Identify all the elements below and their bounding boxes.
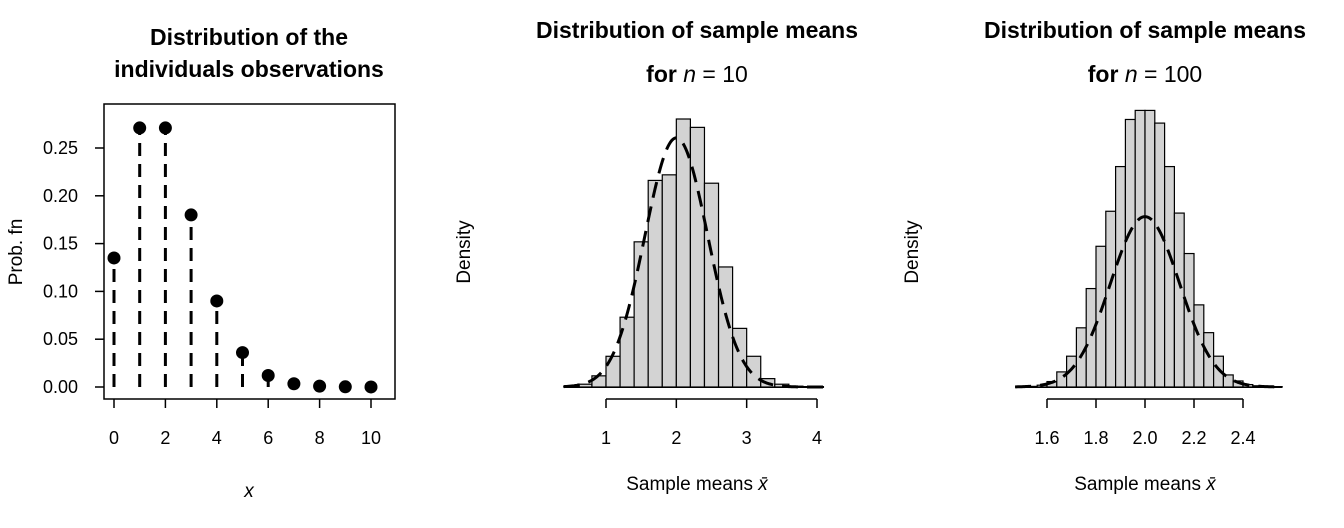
panel1-point-0	[107, 251, 121, 265]
panel1-point-9	[338, 380, 352, 394]
panel3-bar-14	[1154, 122, 1166, 388]
panel3-subtitle-for: for	[1088, 61, 1119, 87]
panel3-x-tick-label-1: 1.8	[1083, 428, 1108, 448]
panel3-x-tick-label-2: 2.0	[1132, 428, 1157, 448]
panel3-bar-11	[1124, 118, 1136, 388]
panel2-x-tick-label-3: 4	[812, 428, 822, 448]
panel1-y-tick-label-3: 0.15	[43, 234, 78, 254]
panel1-x-axis: 0 2 4 6 8 10	[109, 399, 381, 448]
panel3-bar-10	[1114, 165, 1126, 388]
panel1-point-5	[236, 346, 249, 360]
panel1-x-tick-label-1: 2	[160, 428, 170, 448]
panel1-x-tick-label-3: 6	[263, 428, 273, 448]
panel-sample-means-n100: Distribution of sample means for n = 100…	[902, 17, 1306, 495]
panel1-y-axis: 0.00 0.05 0.10 0.15 0.20 0.25	[43, 138, 104, 397]
panel3-normal-curve	[1015, 215, 1283, 389]
panel2-xlabel-text: Sample means	[626, 474, 758, 495]
panel3-subtitle: for n = 100	[1088, 61, 1202, 87]
panel2-normal-curve	[563, 136, 825, 389]
panel2-bar-10	[703, 182, 720, 388]
panel2-bar-12	[731, 327, 748, 388]
panel3-bar-12	[1134, 109, 1146, 388]
panel3-x-axis-label: Sample means x̄	[1074, 474, 1217, 495]
panel-individual-distribution: Distribution of the individuals observat…	[6, 24, 396, 502]
panel1-x-tick-label-2: 4	[212, 428, 222, 448]
panel3-x-axis: 1.6 1.8 2.0 2.2 2.4	[1034, 398, 1256, 448]
panel3-y-axis-label: Density	[902, 220, 923, 284]
panel2-subtitle: for n = 10	[646, 61, 748, 87]
panel2-xlabel-symbol: x̄	[757, 474, 769, 495]
panel2-bar-5	[633, 241, 649, 388]
panel1-title-line1: Distribution of the	[150, 24, 348, 50]
panel1-y-tick-label-2: 0.10	[43, 281, 78, 301]
panel1-marks	[107, 121, 378, 394]
panel2-x-tick-label-2: 3	[742, 428, 752, 448]
panel1-x-tick-label-5: 10	[361, 428, 381, 448]
panel2-title: Distribution of sample means	[536, 17, 858, 43]
panel2-bar-1	[577, 383, 593, 388]
panel3-bar-7	[1085, 287, 1097, 388]
panel2-x-tick-label-1: 2	[671, 428, 681, 448]
panel1-x-tick-label-4: 8	[315, 428, 325, 448]
panel2-bar-4	[619, 316, 635, 388]
panel1-y-tick-label-4: 0.20	[43, 186, 78, 206]
panel3-x-tick-label-4: 2.4	[1230, 428, 1255, 448]
panel2-bar-9	[689, 126, 706, 388]
panel1-x-tick-label-0: 0	[109, 428, 119, 448]
panel3-title: Distribution of sample means	[984, 17, 1306, 43]
panel1-y-tick-label-0: 0.00	[43, 377, 78, 397]
panel1-y-tick-label-1: 0.05	[43, 329, 78, 349]
panel3-subtitle-value: = 100	[1138, 61, 1203, 87]
panel2-histogram-bars	[563, 118, 825, 388]
panel1-y-tick-label-5: 0.25	[43, 138, 78, 158]
panel2-bar-13	[746, 355, 762, 388]
panel3-bar-20	[1212, 355, 1224, 388]
panel1-plot-frame	[103, 103, 396, 400]
panel3-bar-19	[1203, 332, 1215, 388]
panel2-subtitle-value: = 10	[696, 61, 748, 87]
panel2-subtitle-n: n	[683, 61, 696, 87]
panel-sample-means-n10: Distribution of sample means for n = 10 …	[454, 17, 858, 495]
panel2-y-axis-label: Density	[454, 220, 475, 284]
panel2-x-axis-label: Sample means x̄	[626, 474, 769, 495]
panel3-histogram-bars	[1015, 109, 1283, 388]
panel2-bar-7	[661, 174, 677, 388]
panel3-x-tick-label-3: 2.2	[1181, 428, 1206, 448]
panel2-x-axis: 1 2 3 4	[601, 398, 822, 448]
panel3-xlabel-symbol: x̄	[1205, 474, 1217, 495]
panel1-point-3	[184, 208, 198, 222]
panel3-bar-16	[1173, 212, 1185, 388]
panel1-point-1	[133, 121, 147, 135]
panel1-y-axis-label: Prob. fn	[6, 219, 27, 286]
panel2-bar-8	[675, 118, 691, 388]
panel2-subtitle-for: for	[646, 61, 677, 87]
panel3-bar-9	[1105, 210, 1117, 388]
panel1-point-10	[364, 380, 378, 394]
panel3-bar-8	[1095, 245, 1107, 388]
panel3-bar-15	[1163, 165, 1175, 388]
panel3-bar-17	[1183, 252, 1195, 388]
panel3-xlabel-text: Sample means	[1074, 474, 1206, 495]
panel1-point-2	[158, 121, 172, 135]
panel3-bar-13	[1144, 109, 1156, 388]
panel1-point-4	[210, 294, 224, 308]
panel1-point-7	[287, 377, 301, 391]
panel1-point-8	[313, 379, 327, 393]
panel3-subtitle-n: n	[1125, 61, 1138, 87]
panel1-title-line2: individuals observations	[114, 56, 384, 82]
panel1-x-axis-label: x	[243, 481, 255, 502]
panel2-x-tick-label-0: 1	[601, 428, 611, 448]
panel1-point-6	[261, 369, 275, 383]
panel3-x-tick-label-0: 1.6	[1034, 428, 1059, 448]
